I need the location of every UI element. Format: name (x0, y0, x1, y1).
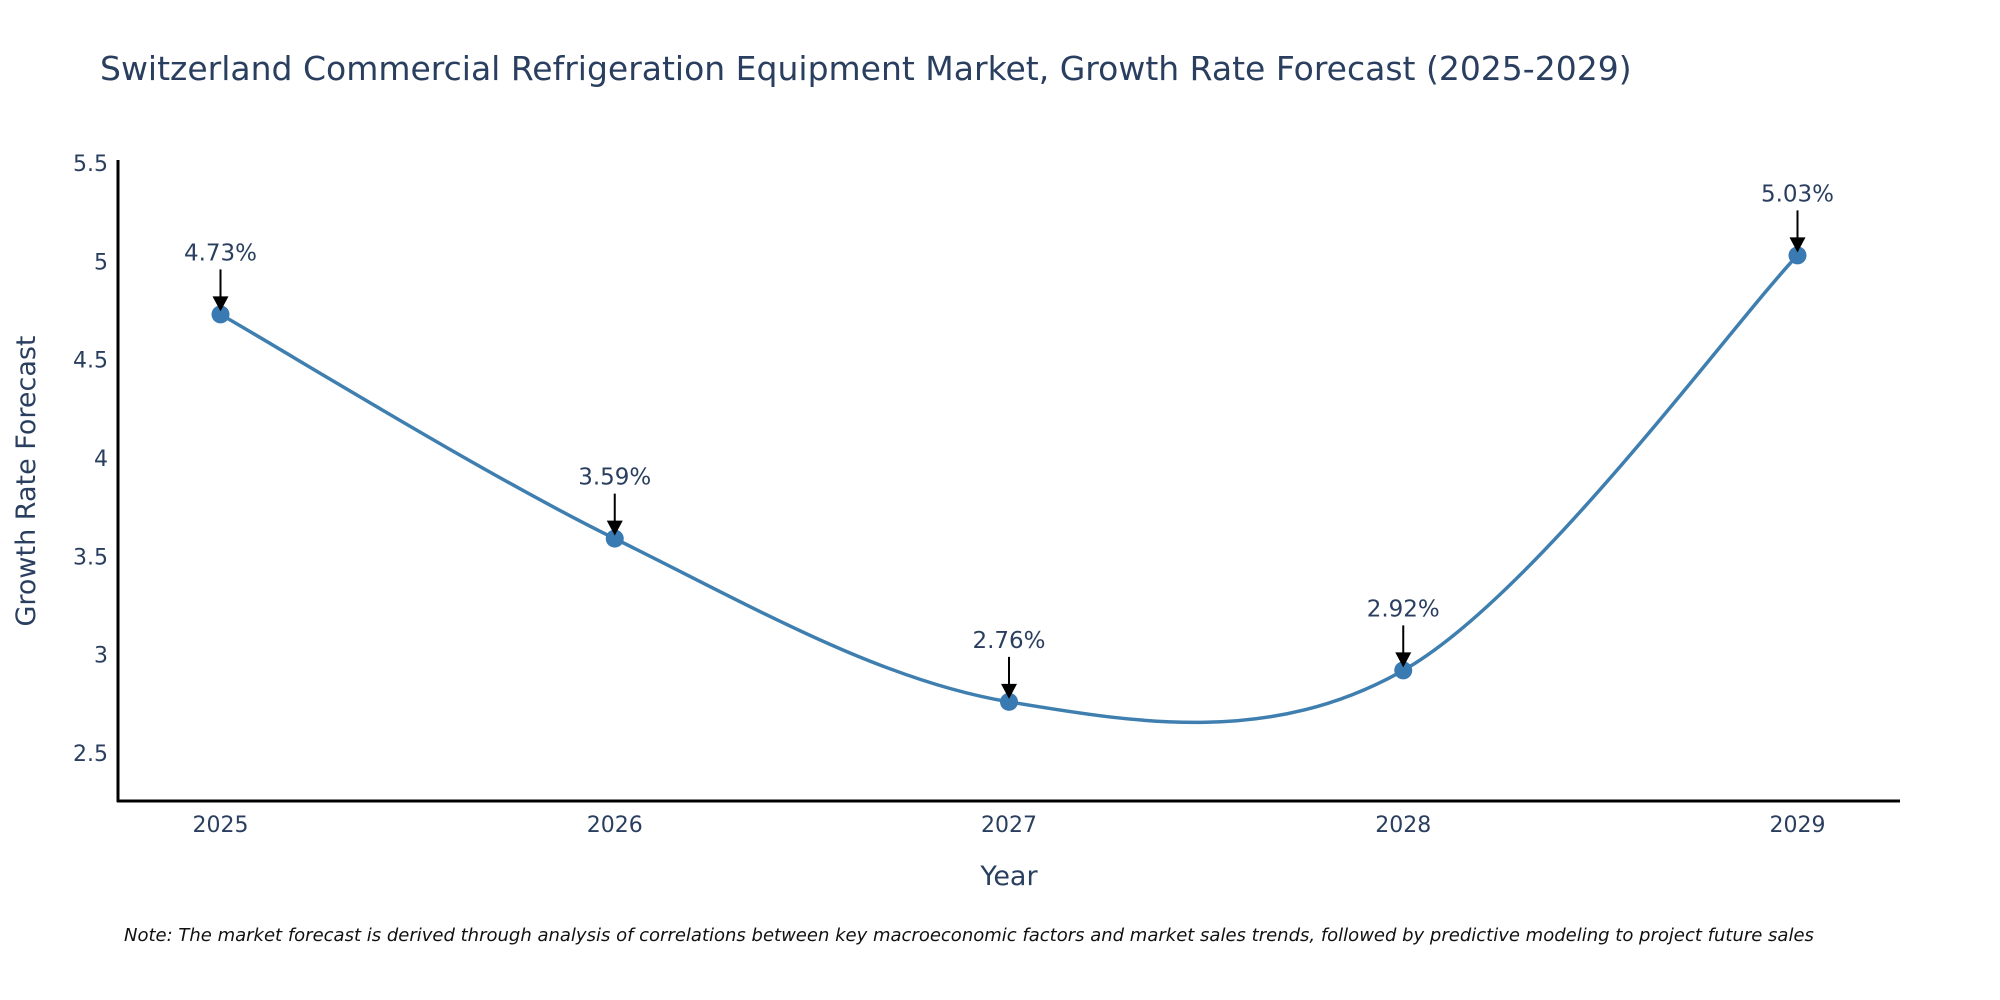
data-annotation: 5.03% (1761, 181, 1834, 253)
x-tick-label: 2026 (587, 813, 643, 838)
x-tick-label: 2029 (1769, 813, 1825, 838)
y-tick-label: 5 (94, 250, 108, 275)
y-tick-label: 5.5 (73, 152, 108, 177)
annotation-label: 2.92% (1367, 596, 1440, 622)
series-line (219, 254, 1799, 725)
data-point[interactable] (211, 305, 230, 324)
y-axis-ticks: 2.5 3 3.5 4 4.5 5 5.5 (73, 152, 108, 767)
data-annotation: 2.76% (972, 628, 1046, 699)
annotation-label: 5.03% (1761, 181, 1834, 207)
annotation-label: 3.59% (578, 465, 651, 491)
plot-area: 4.73% 3.59% 2.76% 2.92% 5.03% (184, 181, 1834, 725)
data-point[interactable] (1788, 246, 1807, 265)
x-tick-label: 2025 (193, 813, 249, 838)
y-tick-label: 4.5 (73, 349, 108, 374)
y-axis-title: Growth Rate Forecast (11, 335, 42, 626)
data-annotation: 4.73% (184, 240, 257, 312)
annotation-label: 4.73% (184, 240, 257, 266)
data-point[interactable] (605, 529, 624, 548)
footnote: Note: The market forecast is derived thr… (124, 925, 1814, 946)
arrow-down-icon (1001, 683, 1017, 699)
arrow-down-icon (606, 520, 623, 536)
arrow-down-icon (1395, 652, 1412, 668)
chart-title: Switzerland Commercial Refrigeration Equ… (100, 49, 1632, 88)
arrow-down-icon (1789, 237, 1806, 253)
arrow-down-icon (212, 296, 229, 312)
data-point[interactable] (1394, 661, 1413, 680)
data-annotation: 2.92% (1367, 596, 1440, 668)
annotation-label: 2.76% (972, 628, 1045, 654)
y-tick-label: 3.5 (73, 545, 108, 570)
y-tick-label: 2.5 (73, 742, 108, 767)
data-point[interactable] (1000, 692, 1018, 711)
y-tick-label: 3 (94, 644, 108, 669)
x-tick-label: 2028 (1375, 813, 1431, 838)
x-tick-label: 2027 (981, 813, 1037, 838)
x-axis-title: Year (979, 861, 1038, 892)
y-tick-label: 4 (94, 447, 108, 472)
data-annotation: 3.59% (578, 465, 651, 536)
x-axis-ticks: 2025 2026 2027 2028 2029 (193, 813, 1826, 838)
